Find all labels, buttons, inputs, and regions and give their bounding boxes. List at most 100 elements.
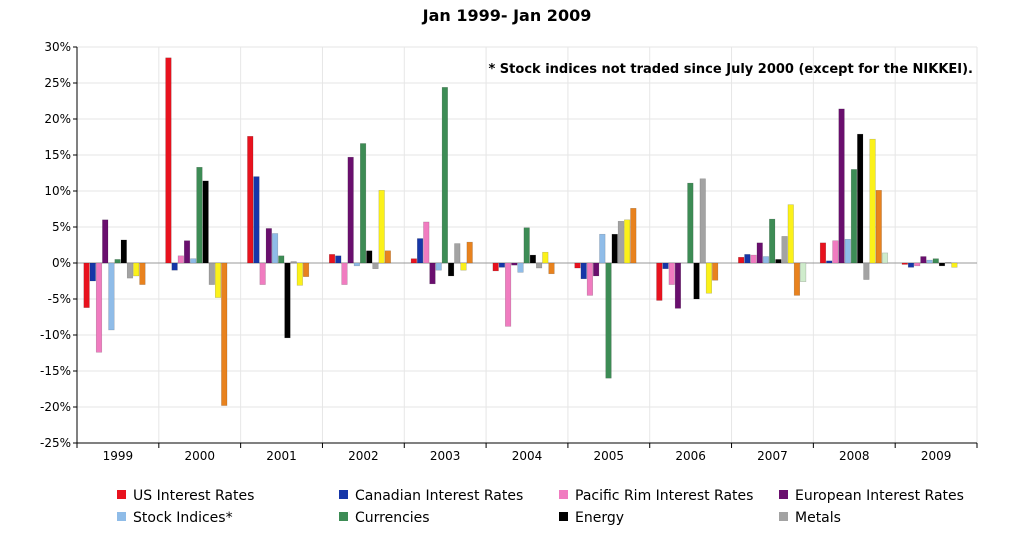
bar [738, 256, 745, 264]
bar [668, 262, 675, 285]
bar [662, 262, 669, 270]
bar [120, 239, 127, 264]
axes: 30% 25% 20% 15% 10% 5% 0% -5% -10% -15% -20% -25% 19… [40, 40, 978, 463]
legend-swatch [779, 512, 788, 521]
legend-swatch [779, 490, 788, 499]
bar [335, 255, 342, 264]
bar [914, 262, 921, 267]
bar [423, 221, 430, 264]
bar [793, 262, 801, 296]
bar [417, 238, 424, 264]
bar [787, 204, 794, 264]
legend-label: US Interest Rates [133, 488, 254, 504]
bar [290, 261, 297, 264]
x-tick-label: 2007 [757, 449, 788, 463]
y-tick-label: -5% [48, 292, 71, 306]
legend-label: Stock Indices* [133, 510, 233, 526]
chart-title: Jan 1999- Jan 2009 [422, 6, 592, 25]
bar [435, 262, 442, 271]
bar [875, 190, 882, 264]
x-tick-label: 1999 [103, 449, 134, 463]
bar [938, 262, 946, 267]
bar [542, 251, 549, 264]
legend-swatch [559, 512, 568, 521]
bar [548, 262, 555, 275]
bar [926, 259, 933, 264]
bar [329, 254, 336, 264]
bar [347, 156, 354, 264]
bar [674, 262, 681, 309]
bar [498, 262, 505, 268]
legend-swatch [117, 490, 126, 499]
bar [208, 262, 215, 285]
bar [907, 262, 915, 268]
y-tick-label: 15% [44, 148, 71, 162]
bar [517, 262, 524, 273]
bar [366, 250, 373, 264]
bar [441, 87, 448, 264]
bar [139, 262, 146, 285]
bar [744, 254, 751, 264]
bar [177, 255, 184, 264]
y-tick-label: 30% [44, 40, 71, 54]
bar [630, 208, 637, 264]
bar [221, 262, 228, 406]
bar [901, 262, 908, 265]
y-tick-label: -20% [40, 400, 71, 414]
bar [126, 262, 134, 279]
bar [605, 262, 612, 379]
bar [253, 176, 260, 264]
bar [372, 262, 379, 270]
y-tick-label: 25% [44, 76, 71, 90]
bar [214, 262, 222, 298]
y-tick-label: 5% [52, 220, 71, 234]
bar [454, 243, 461, 264]
bar [271, 233, 279, 264]
bar [611, 233, 618, 264]
bar [529, 254, 536, 264]
bar [505, 262, 512, 327]
bar [881, 252, 889, 264]
bar [89, 262, 96, 282]
x-tick-label: 2005 [594, 449, 625, 463]
bar [617, 220, 624, 264]
legend-swatch [117, 512, 126, 521]
bar [838, 108, 845, 264]
bar [775, 259, 782, 264]
bar [378, 190, 385, 264]
bar [580, 262, 587, 280]
bar [762, 256, 770, 264]
bar [410, 258, 417, 264]
legend-label: Currencies [355, 510, 430, 526]
legend-label: Pacific Rim Interest Rates [575, 488, 753, 504]
bar [278, 255, 285, 264]
bar [523, 227, 530, 264]
x-tick-label: 2008 [839, 449, 870, 463]
y-tick-label: -25% [40, 436, 71, 450]
bar [165, 57, 172, 264]
bar [850, 169, 858, 264]
bar [624, 219, 631, 264]
y-tick-label: 20% [44, 112, 71, 126]
bar [536, 262, 543, 269]
bar [756, 242, 763, 264]
x-tick-label: 2009 [921, 449, 952, 463]
legend-label: Metals [795, 510, 841, 526]
bar [857, 133, 864, 264]
bar [844, 238, 851, 264]
bar [945, 262, 952, 264]
legend-swatch [339, 490, 348, 499]
bar [284, 262, 291, 339]
legend-label: Canadian Interest Rates [355, 488, 523, 504]
bar [832, 240, 839, 264]
y-tick-label: 10% [44, 184, 71, 198]
x-tick-label: 2004 [512, 449, 543, 463]
bar [460, 262, 467, 271]
bar [593, 262, 600, 277]
bar [920, 256, 927, 264]
bar [574, 262, 581, 269]
bar [448, 262, 455, 277]
legend: US Interest Rates Canadian Interest Rates… [117, 488, 964, 526]
x-tick-label: 2003 [430, 449, 461, 463]
